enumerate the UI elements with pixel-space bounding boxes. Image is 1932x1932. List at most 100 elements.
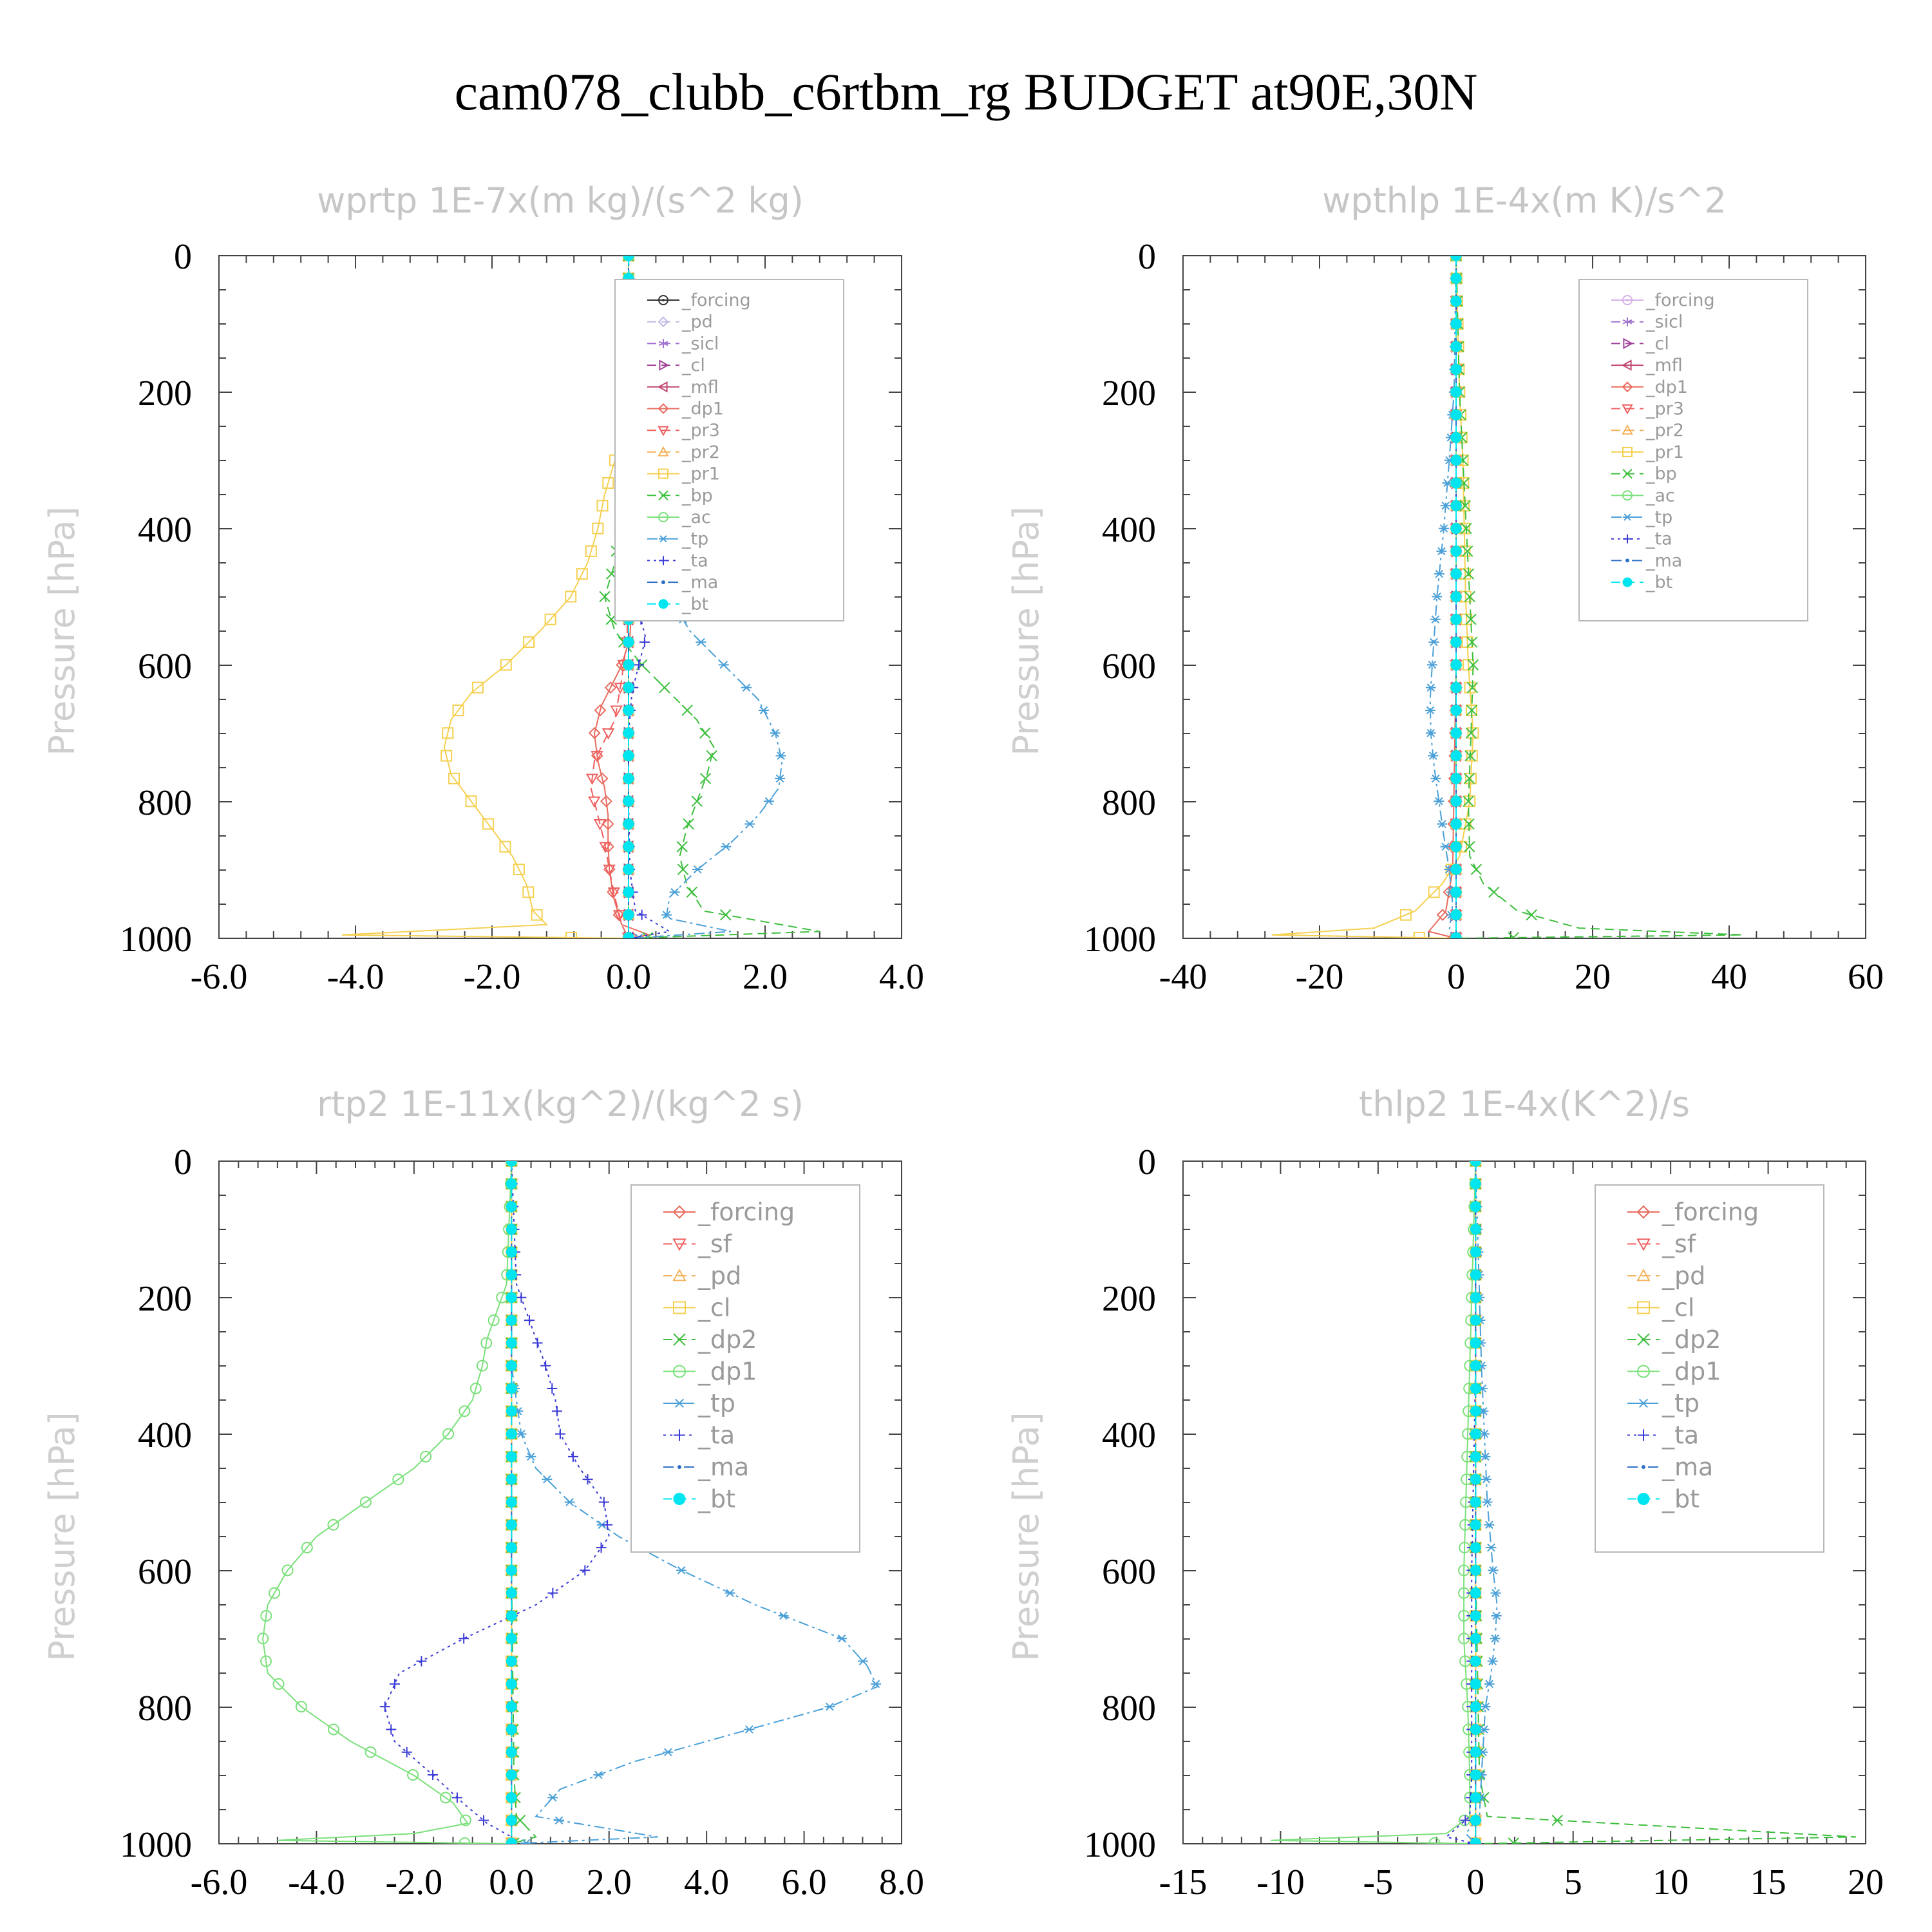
series-marker_bt xyxy=(1450,500,1462,511)
series-marker_tp xyxy=(1487,1657,1498,1665)
series-line_dp1 xyxy=(1271,1161,1477,1844)
legend-marker xyxy=(1637,1333,1650,1346)
series-marker_pr1 xyxy=(471,681,484,694)
series-marker_bt xyxy=(1450,431,1462,443)
series-marker_tp xyxy=(1480,1702,1491,1711)
series-marker_bp xyxy=(699,773,712,784)
y-tick-label: 800 xyxy=(1102,783,1156,823)
legend-label: _bp xyxy=(1645,464,1677,484)
y-axis-title: Pressure [hPa] xyxy=(1006,1412,1046,1661)
series-marker_bp xyxy=(1463,818,1475,830)
y-axis-title: Pressure [hPa] xyxy=(42,506,82,755)
series-marker_pr1 xyxy=(1467,727,1479,739)
series-line_pr1 xyxy=(341,256,629,938)
series-marker_bt xyxy=(506,1815,517,1826)
series-marker_tp xyxy=(744,1725,755,1734)
series-line_pr1 xyxy=(1271,256,1474,938)
series-marker_bp xyxy=(599,591,611,603)
legend-label: _dp2 xyxy=(697,1325,757,1354)
series-marker_bt xyxy=(1470,1473,1481,1485)
series-marker_tp xyxy=(718,661,729,669)
series-marker_bt xyxy=(1470,1246,1481,1258)
y-tick-label: 0 xyxy=(174,1142,192,1182)
series-marker_tp xyxy=(542,1475,553,1484)
legend-marker xyxy=(658,512,668,522)
series-marker_bt xyxy=(1470,1451,1481,1463)
legend-marker xyxy=(659,359,670,371)
legend-marker xyxy=(672,1205,687,1219)
series-marker_bp xyxy=(686,886,698,898)
series-marker_dp1 xyxy=(407,1769,419,1781)
series-marker_tp xyxy=(758,706,769,715)
series-marker_bp xyxy=(1466,705,1478,716)
series-marker_tp xyxy=(526,1452,536,1461)
series-marker_tp xyxy=(1491,1611,1502,1620)
legend-marker xyxy=(673,1493,686,1505)
series_bt xyxy=(1470,1161,1481,1844)
legend: _forcing_sicl_cl_mfl_dp1_pr3_pr2_pr1_bp_… xyxy=(1578,279,1808,621)
series-marker_bt xyxy=(1450,795,1462,807)
series-marker_tp xyxy=(1436,547,1447,556)
series-marker_bp xyxy=(1461,545,1473,557)
series-marker_bt xyxy=(1470,1678,1481,1690)
series-marker_ta xyxy=(428,1770,439,1781)
series-marker_tp xyxy=(1434,797,1444,806)
legend-label: _cl xyxy=(681,355,705,375)
legend-label: _ma xyxy=(1645,551,1682,571)
series-marker_bt xyxy=(1450,886,1462,898)
series-marker_pr1 xyxy=(1466,750,1478,762)
series-marker_tp xyxy=(1481,1475,1492,1484)
series-marker_dp2 xyxy=(1508,1837,1520,1844)
legend-marker xyxy=(673,1301,686,1314)
legend-marker xyxy=(1625,558,1629,563)
x-tick-label: -6.0 xyxy=(191,1862,248,1902)
series-marker_tp xyxy=(676,1566,687,1575)
series-marker_bt xyxy=(1470,1769,1481,1781)
series-marker_bt xyxy=(623,886,634,898)
series-marker_dp1 xyxy=(260,1609,272,1622)
series-marker_bt xyxy=(623,750,634,762)
legend-label: _mfl xyxy=(681,377,719,397)
legend-label: _tp xyxy=(1645,507,1672,527)
legend: _forcing_pd_sicl_cl_mfl_dp1_pr3_pr2_pr1_… xyxy=(614,279,844,621)
series-line_pr3 xyxy=(590,256,629,938)
series-marker_pr1 xyxy=(531,909,543,921)
series-marker_dp1 xyxy=(488,1314,500,1327)
legend-marker xyxy=(1638,1398,1649,1408)
series-marker_bt xyxy=(1450,659,1462,670)
series-marker_bt xyxy=(1450,841,1462,853)
series-marker_bt xyxy=(1470,1269,1481,1280)
legend-marker xyxy=(1622,446,1633,457)
series-marker_bp xyxy=(1459,500,1471,511)
series-marker_bt xyxy=(1470,1496,1481,1508)
series-marker_bt xyxy=(623,727,634,739)
series-marker_tp xyxy=(763,797,774,806)
legend-label: _pr1 xyxy=(1645,442,1684,462)
legend-label: _cl xyxy=(1662,1294,1694,1322)
panel-2: wpthlp 1E-4x(m K)/s^2 Pressure [hPa] -40 -2… xyxy=(1006,180,1884,997)
series-line_tp xyxy=(511,1161,878,1844)
series-marker_bt xyxy=(506,1633,517,1644)
series-marker_bt xyxy=(506,1451,517,1463)
series-marker_bt xyxy=(1470,1519,1481,1531)
legend-marker xyxy=(1623,337,1634,350)
series-marker_bt xyxy=(1470,1837,1481,1844)
series-marker_tp xyxy=(663,1748,674,1757)
series-marker_dp1 xyxy=(588,726,601,739)
series-marker_tp xyxy=(775,774,786,783)
series-marker_bt xyxy=(1450,386,1462,398)
legend-label: _cl xyxy=(1645,334,1669,354)
series-marker_bt xyxy=(1450,909,1462,921)
series-marker_bt xyxy=(623,795,634,807)
series-marker_dp1 xyxy=(480,1337,493,1349)
x-tick-label: 0.0 xyxy=(606,957,651,997)
series-marker_pr1 xyxy=(452,704,464,716)
series-marker_bt xyxy=(1450,477,1462,489)
series-line_dp1 xyxy=(262,1161,513,1844)
x-tick-label: 2.0 xyxy=(743,957,788,997)
y-axis-title: Pressure [hPa] xyxy=(42,1412,82,1661)
series-marker_bt xyxy=(1470,1383,1481,1394)
legend-marker xyxy=(672,1268,687,1282)
legend-label: _ac xyxy=(1645,486,1675,506)
